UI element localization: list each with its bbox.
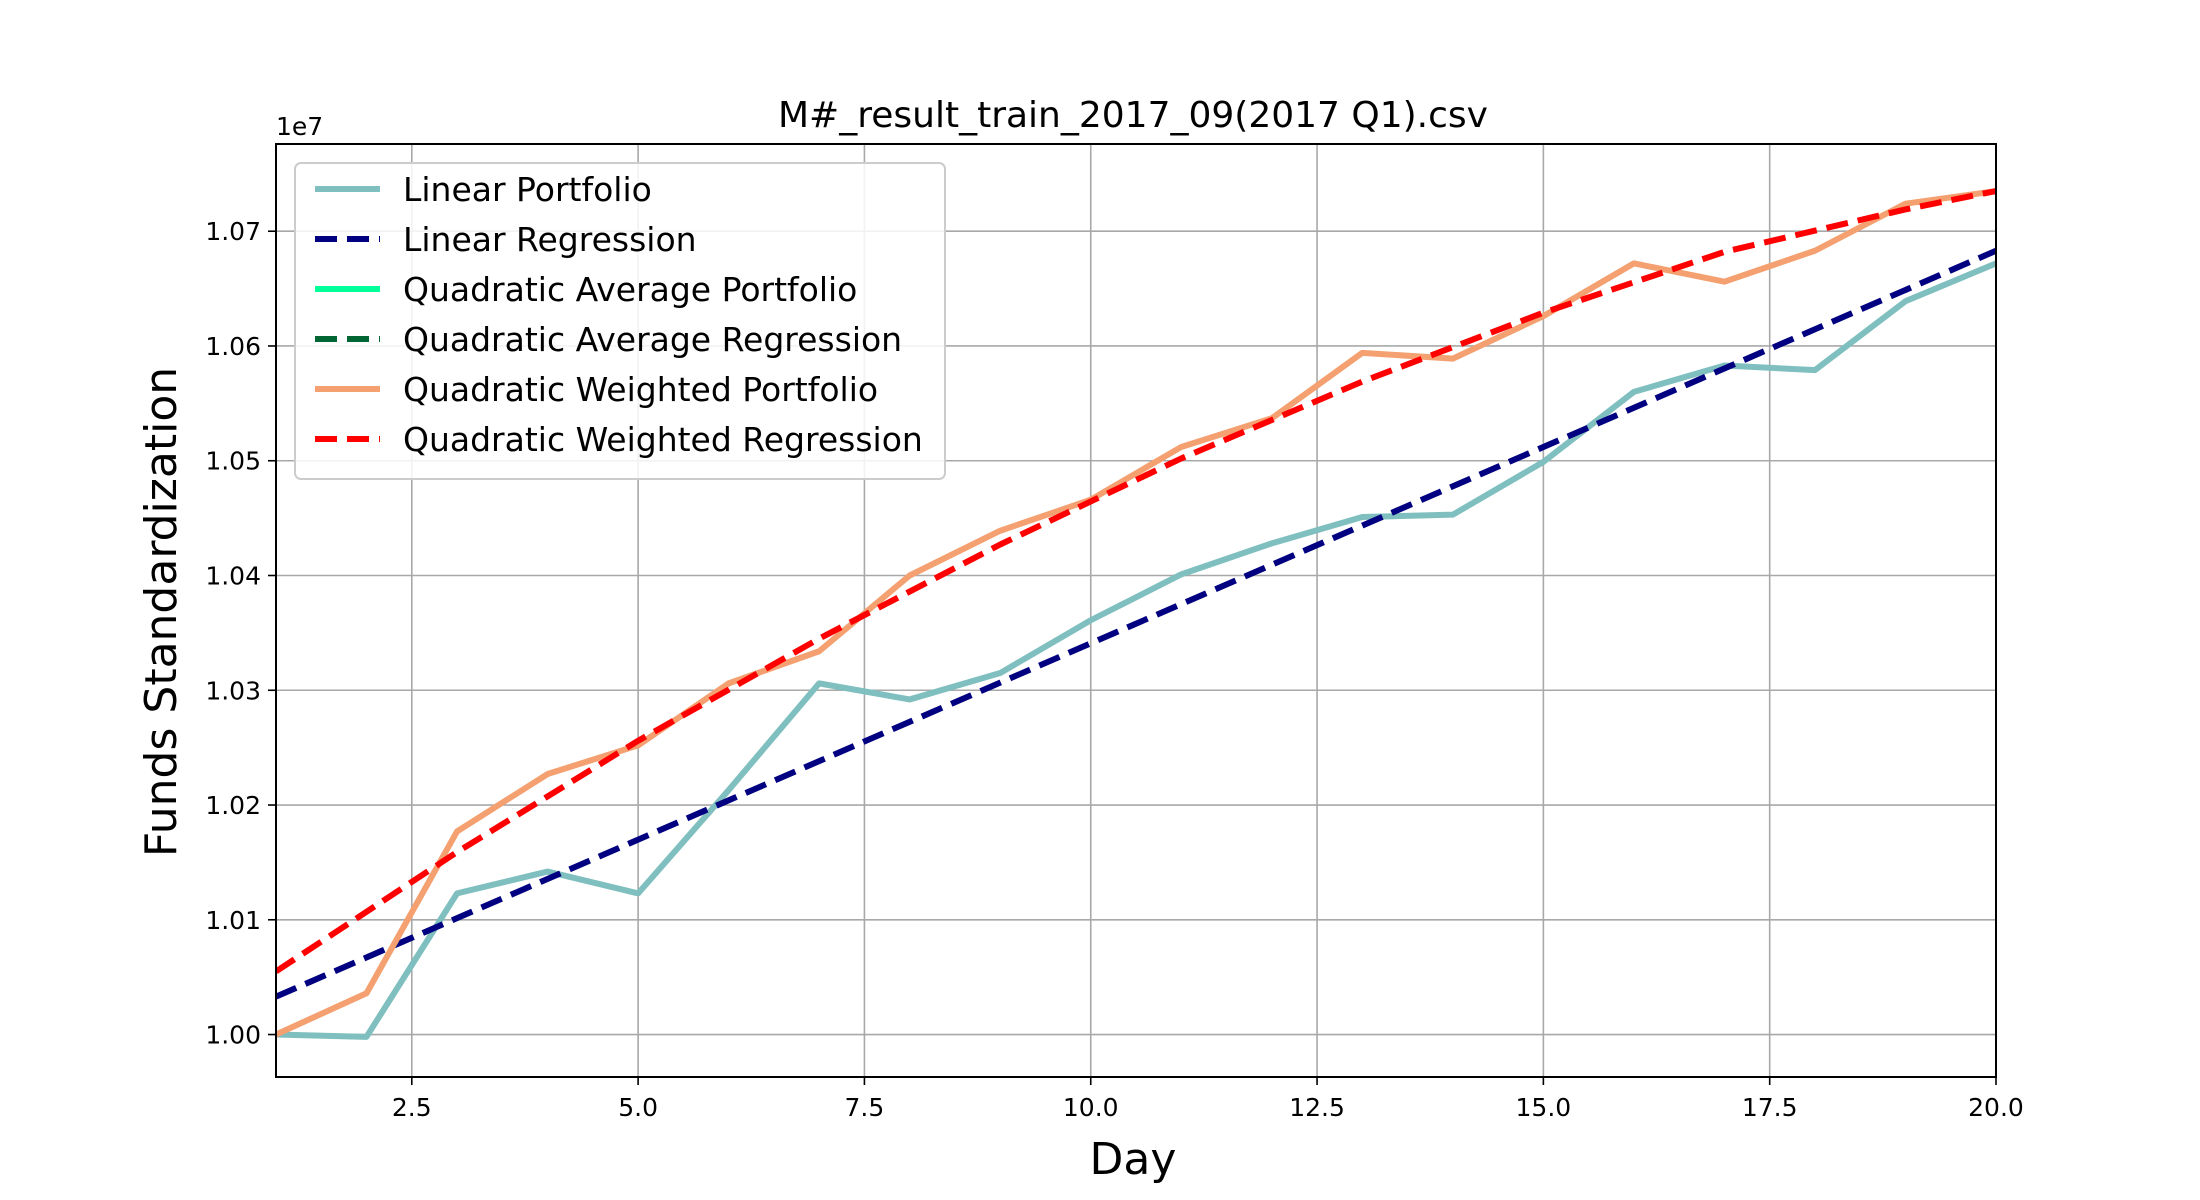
series-group <box>276 188 1996 1040</box>
series-line-linear-portfolio <box>276 260 1996 1040</box>
y-tick-label: 1.07 <box>205 217 261 246</box>
y-axis-label: Funds Standardization <box>136 367 187 857</box>
x-tick-label: 17.5 <box>1742 1093 1798 1122</box>
y-tick-label: 1.06 <box>205 332 261 361</box>
legend-item-quadratic-weighted-portfolio[interactable]: Quadratic Weighted Portfolio <box>315 370 878 409</box>
y-tick-label: 1.04 <box>205 561 261 590</box>
y-tick-label: 1.03 <box>205 676 261 705</box>
legend-item-quadratic-average-regression[interactable]: Quadratic Average Regression <box>315 320 902 359</box>
series-line-quadratic-weighted-regression <box>276 188 1996 974</box>
y-tick-label: 1.05 <box>205 447 261 476</box>
x-tick-label: 2.5 <box>392 1093 432 1122</box>
x-tick-label: 7.5 <box>845 1093 885 1122</box>
x-tick-label: 20.0 <box>1968 1093 2024 1122</box>
legend-item-linear-regression[interactable]: Linear Regression <box>315 220 697 259</box>
ticks: 2.5 5.0 7.5 10.0 12.5 15.0 17.5 20.0 1.00 1.01 1.0… <box>205 217 2024 1122</box>
legend-label: Linear Portfolio <box>403 170 652 209</box>
y-axis-offset-label: 1e7 <box>276 112 323 141</box>
x-tick-label: 15.0 <box>1516 1093 1572 1122</box>
y-tick-label: 1.02 <box>205 791 261 820</box>
series-line-quadratic-weighted-portfolio <box>276 188 1996 1038</box>
legend-label: Linear Regression <box>403 220 697 259</box>
legend[interactable]: Linear Portfolio Linear Regression Quadrat… <box>294 162 946 480</box>
y-tick-label: 1.00 <box>205 1021 261 1050</box>
y-tick-label: 1.01 <box>205 906 261 935</box>
x-tick-label: 5.0 <box>618 1093 658 1122</box>
legend-label: Quadratic Weighted Regression <box>403 420 923 459</box>
series-line-linear-regression <box>276 247 1996 1000</box>
x-axis-label: Day <box>1090 1134 1177 1185</box>
legend-item-linear-portfolio[interactable]: Linear Portfolio <box>315 170 652 209</box>
legend-label: Quadratic Average Regression <box>403 320 902 359</box>
x-tick-label: 10.0 <box>1063 1093 1119 1122</box>
legend-item-quadratic-average-portfolio[interactable]: Quadratic Average Portfolio <box>315 270 857 309</box>
x-tick-label: 12.5 <box>1289 1093 1345 1122</box>
legend-item-quadratic-weighted-regression[interactable]: Quadratic Weighted Regression <box>315 420 923 459</box>
plot-area-frame <box>275 143 1997 1078</box>
legend-label: Quadratic Weighted Portfolio <box>403 370 878 409</box>
legend-label: Quadratic Average Portfolio <box>403 270 857 309</box>
chart-title: M#_result_train_2017_09(2017 Q1).csv <box>778 95 1488 136</box>
legend-box <box>294 162 946 480</box>
